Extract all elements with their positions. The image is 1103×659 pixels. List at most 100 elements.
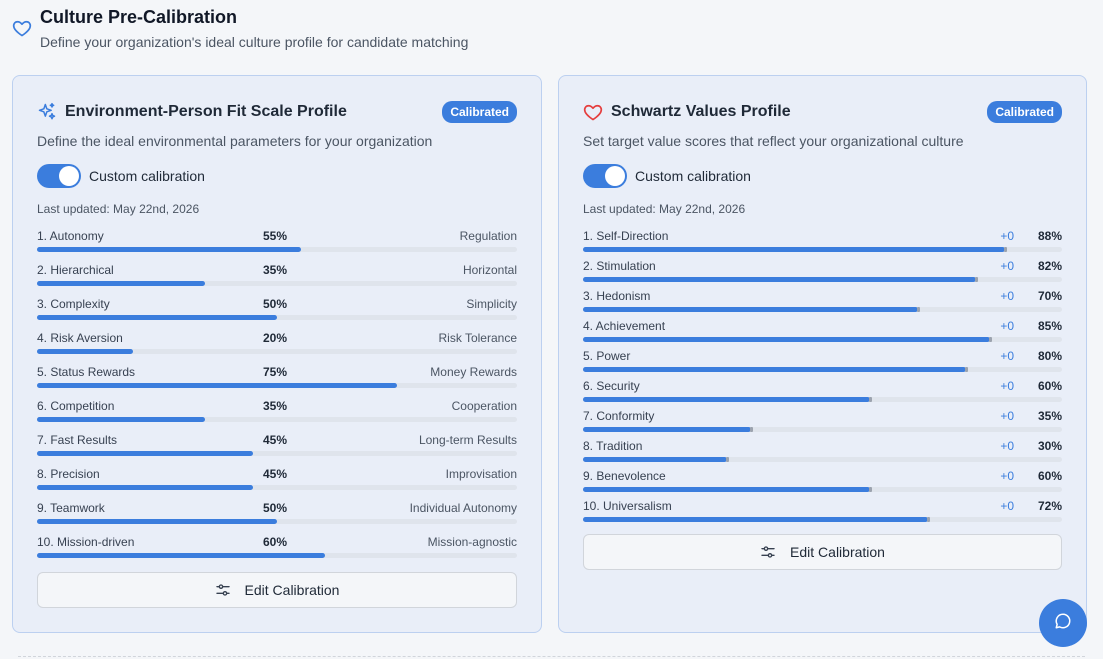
scale-fill — [37, 451, 253, 456]
scale-percent: 45% — [263, 433, 288, 447]
scale-name: 5. Status Rewards — [37, 365, 136, 379]
scale-fill — [37, 417, 205, 422]
value-percent: 30% — [1037, 439, 1062, 453]
edit-calibration-button[interactable]: Edit Calibration — [37, 572, 517, 608]
value-delta: +0 — [1000, 349, 1014, 363]
value-fill — [583, 337, 993, 342]
scale-opposite: Horizontal — [462, 263, 517, 277]
value-fill — [583, 247, 1007, 252]
scale-name: 9. Teamwork — [37, 501, 105, 515]
scale-track — [37, 281, 517, 286]
scale-percent: 60% — [263, 535, 288, 549]
scale-track — [37, 349, 517, 354]
value-row: 9. Benevolence +0 60% — [583, 469, 1062, 499]
value-percent: 60% — [1037, 469, 1062, 483]
scale-opposite: Cooperation — [451, 399, 517, 413]
scale-row: 5. Status Rewards 75% Money Rewards — [37, 365, 517, 399]
value-name: 1. Self-Direction — [583, 229, 669, 243]
scale-opposite: Risk Tolerance — [438, 331, 517, 345]
sparkles-icon — [37, 102, 57, 122]
value-name: 6. Security — [583, 379, 640, 393]
sliders-icon — [215, 582, 231, 598]
scale-opposite: Regulation — [459, 229, 517, 243]
value-name: 7. Conformity — [583, 409, 655, 423]
scale-opposite: Money Rewards — [430, 365, 517, 379]
value-slider[interactable] — [583, 427, 1062, 432]
scale-row: 1. Autonomy 55% Regulation — [37, 229, 517, 263]
scale-percent: 20% — [263, 331, 288, 345]
scale-fill — [37, 247, 301, 252]
scale-opposite: Mission-agnostic — [427, 535, 517, 549]
value-slider[interactable] — [583, 247, 1062, 252]
edit-calibration-button[interactable]: Edit Calibration — [583, 534, 1062, 570]
last-updated: Last updated: May 22nd, 2026 — [583, 202, 746, 216]
page-title: Culture Pre-Calibration — [40, 7, 238, 27]
value-row: 10. Universalism +0 72% — [583, 499, 1062, 529]
value-row: 5. Power +0 80% — [583, 349, 1062, 379]
page-subtitle: Define your organization's ideal culture… — [40, 34, 469, 50]
value-row: 8. Tradition +0 30% — [583, 439, 1062, 469]
scale-fill — [37, 553, 325, 558]
divider — [18, 656, 1085, 657]
custom-calibration-row: Custom calibration — [37, 164, 205, 188]
scale-percent: 45% — [263, 467, 288, 481]
scale-opposite: Improvisation — [445, 467, 517, 481]
value-delta: +0 — [1000, 439, 1014, 453]
scale-name: 8. Precision — [37, 467, 100, 481]
chat-button[interactable] — [1039, 599, 1087, 647]
value-percent: 85% — [1037, 319, 1062, 333]
value-list: 1. Self-Direction +0 88% 2. Stimulation +0 82… — [583, 229, 1062, 529]
scale-track — [37, 519, 517, 524]
scale-name: 10. Mission-driven — [37, 535, 135, 549]
value-slider[interactable] — [583, 457, 1062, 462]
value-name: 3. Hedonism — [583, 289, 651, 303]
scale-percent: 55% — [263, 229, 288, 243]
value-delta: +0 — [1000, 319, 1014, 333]
value-percent: 35% — [1037, 409, 1062, 423]
value-name: 5. Power — [583, 349, 631, 363]
value-fill — [583, 487, 873, 492]
scale-name: 7. Fast Results — [37, 433, 118, 447]
value-row: 7. Conformity +0 35% — [583, 409, 1062, 439]
value-slider[interactable] — [583, 277, 1062, 282]
value-fill — [583, 397, 873, 402]
sliders-icon — [760, 544, 776, 560]
scale-fill — [37, 383, 397, 388]
scale-fill — [37, 485, 253, 490]
scale-fill — [37, 281, 205, 286]
toggle-knob — [59, 166, 79, 186]
value-delta: +0 — [1000, 259, 1014, 273]
scale-track — [37, 247, 517, 252]
value-row: 4. Achievement +0 85% — [583, 319, 1062, 349]
value-slider[interactable] — [583, 367, 1062, 372]
scale-track — [37, 315, 517, 320]
value-name: 9. Benevolence — [583, 469, 666, 483]
scale-fill — [37, 349, 133, 354]
value-name: 2. Stimulation — [583, 259, 656, 273]
schwartz-values-card: Schwartz Values Profile Calibrated Set t… — [558, 75, 1087, 633]
value-slider[interactable] — [583, 337, 1062, 342]
value-slider[interactable] — [583, 307, 1062, 312]
scale-percent: 35% — [263, 263, 288, 277]
custom-calibration-toggle[interactable] — [37, 164, 81, 188]
edit-calibration-label: Edit Calibration — [244, 582, 340, 598]
last-updated: Last updated: May 22nd, 2026 — [37, 202, 200, 216]
scale-name: 4. Risk Aversion — [37, 331, 123, 345]
value-slider[interactable] — [583, 517, 1062, 522]
scale-opposite: Long-term Results — [418, 433, 517, 447]
scale-percent: 50% — [263, 297, 288, 311]
custom-calibration-toggle[interactable] — [583, 164, 627, 188]
card-title: Schwartz Values Profile — [611, 103, 791, 120]
scale-name: 6. Competition — [37, 399, 115, 413]
value-slider[interactable] — [583, 487, 1062, 492]
scale-percent: 75% — [263, 365, 288, 379]
value-slider[interactable] — [583, 397, 1062, 402]
value-delta: +0 — [1000, 469, 1014, 483]
toggle-label: Custom calibration — [89, 168, 205, 184]
scale-row: 6. Competition 35% Cooperation — [37, 399, 517, 433]
scale-name: 1. Autonomy — [37, 229, 104, 243]
scale-row: 7. Fast Results 45% Long-term Results — [37, 433, 517, 467]
status-badge: Calibrated — [442, 101, 517, 123]
page-header: Culture Pre-Calibration Define your orga… — [12, 6, 468, 50]
value-delta: +0 — [1000, 289, 1014, 303]
